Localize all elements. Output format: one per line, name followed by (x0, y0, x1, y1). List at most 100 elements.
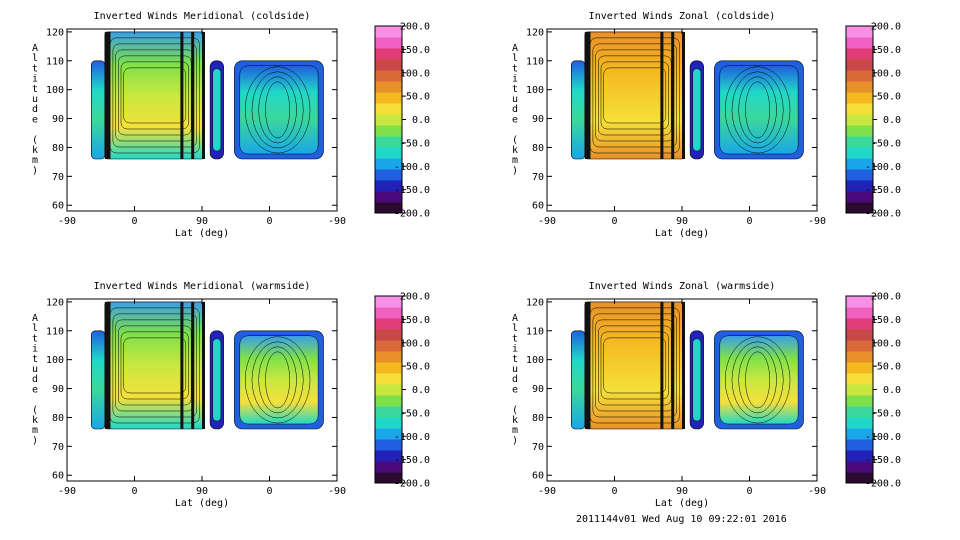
svg-text:(: ( (512, 405, 518, 416)
y-tick-label: 110 (526, 326, 544, 337)
y-tick-label: 110 (46, 56, 64, 67)
svg-text:): ) (32, 435, 38, 446)
x-tick-label: -90 (58, 216, 76, 227)
colorbar-swatch (375, 406, 402, 418)
colorbar-swatch (375, 92, 402, 104)
colorbar-label: 50.0 (877, 92, 901, 103)
y-tick-label: 90 (532, 384, 544, 395)
colorbar-swatch (375, 417, 402, 429)
colorbar-swatch (846, 70, 873, 82)
colorbar: 200.0 150.0 100.0 50.0 0.0 -50.0 -100.0 -150.0 -… (374, 292, 430, 490)
y-tick-label: 60 (52, 471, 64, 482)
svg-text:e: e (32, 114, 38, 125)
colorbar-swatch (846, 37, 873, 49)
colorbar-swatch (375, 158, 402, 170)
svg-text:): ) (32, 165, 38, 176)
colorbar-swatch (846, 395, 873, 407)
y-tick-label: 70 (52, 442, 64, 453)
x-tick-label: 0 (746, 486, 752, 497)
svg-text:e: e (512, 114, 518, 125)
y-tick-label: 120 (526, 297, 544, 308)
colorbar-swatch (375, 202, 402, 214)
svg-text:i: i (512, 74, 518, 85)
svg-text:d: d (32, 104, 38, 115)
colorbar-label: -200.0 (394, 209, 430, 220)
footer-text: 2011144v01 Wed Aug 10 09:22:01 2016 (576, 514, 787, 525)
x-tick-label: 90 (196, 216, 208, 227)
colorbar-label: 200.0 (871, 292, 901, 303)
x-tick-label: -90 (538, 486, 556, 497)
colorbar-label: -150.0 (865, 455, 901, 466)
x-tick-label: 90 (676, 216, 688, 227)
colorbar-swatch (375, 373, 402, 385)
svg-text:m: m (512, 425, 518, 436)
svg-text:t: t (32, 63, 38, 74)
y-tick-label: 120 (526, 27, 544, 38)
colorbar-label: -150.0 (394, 185, 430, 196)
colorbar-swatch (375, 59, 402, 71)
svg-text:): ) (512, 435, 518, 446)
panel-3: Inverted Winds Meridional (warmside) 60 70… (32, 281, 430, 509)
y-tick-label: 100 (46, 355, 64, 366)
svg-text:l: l (512, 323, 518, 334)
colorbar: 200.0 150.0 100.0 50.0 0.0 -50.0 -100.0 -150.0 -… (845, 292, 901, 490)
colorbar-label: -50.0 (871, 408, 901, 419)
y-tick-label: 100 (526, 85, 544, 96)
colorbar-swatch (846, 103, 873, 115)
x-tick-label: -90 (328, 486, 346, 497)
x-tick-label: 0 (746, 216, 752, 227)
colorbar-swatch (846, 158, 873, 170)
colorbar-label: -200.0 (394, 479, 430, 490)
y-tick-label: 70 (532, 172, 544, 183)
svg-text:l: l (32, 323, 38, 334)
colorbar-swatch (375, 384, 402, 396)
svg-text:d: d (512, 374, 518, 385)
svg-text:k: k (32, 415, 38, 426)
colorbar-swatch (846, 362, 873, 374)
colorbar-label: 0.0 (883, 115, 901, 126)
colorbar-swatch (846, 169, 873, 181)
svg-text:u: u (512, 364, 518, 375)
svg-text:t: t (512, 354, 518, 365)
colorbar-swatch (846, 296, 873, 308)
colorbar-label: 0.0 (412, 385, 430, 396)
colorbar-swatch (375, 191, 402, 203)
svg-text:m: m (32, 155, 38, 166)
colorbar-label: 100.0 (400, 338, 430, 349)
colorbar-label: -100.0 (865, 432, 901, 443)
contour-field (570, 301, 804, 430)
colorbar-swatch (375, 103, 402, 115)
colorbar: 200.0 150.0 100.0 50.0 0.0 -50.0 -100.0 -150.0 -… (845, 22, 901, 220)
colorbar-label: 50.0 (406, 92, 430, 103)
colorbar-swatch (375, 450, 402, 462)
colorbar-swatch (846, 26, 873, 38)
colorbar-label: 150.0 (871, 45, 901, 56)
colorbar-swatch (846, 81, 873, 93)
colorbar-swatch (375, 296, 402, 308)
y-tick-label: 120 (46, 297, 64, 308)
x-tick-label: 0 (266, 486, 272, 497)
chart-title: Inverted Winds Meridional (coldside) (94, 11, 311, 22)
y-tick-label: 110 (526, 56, 544, 67)
colorbar-swatch (375, 48, 402, 60)
y-tick-label: 60 (532, 471, 544, 482)
colorbar-label: -100.0 (394, 432, 430, 443)
colorbar-swatch (375, 362, 402, 374)
contour-field (91, 31, 324, 160)
colorbar-label: -50.0 (400, 408, 430, 419)
colorbar-label: 100.0 (871, 338, 901, 349)
colorbar-label: -150.0 (865, 185, 901, 196)
colorbar-swatch (846, 428, 873, 440)
colorbar-swatch (375, 351, 402, 363)
colorbar-swatch (846, 461, 873, 473)
x-tick-label: -90 (328, 216, 346, 227)
svg-text:k: k (512, 415, 518, 426)
svg-text:e: e (512, 384, 518, 395)
svg-text:u: u (512, 94, 518, 105)
svg-text:i: i (512, 344, 518, 355)
svg-text:d: d (32, 374, 38, 385)
x-tick-label: 90 (196, 486, 208, 497)
colorbar-swatch (375, 147, 402, 159)
colorbar-label: -200.0 (865, 209, 901, 220)
